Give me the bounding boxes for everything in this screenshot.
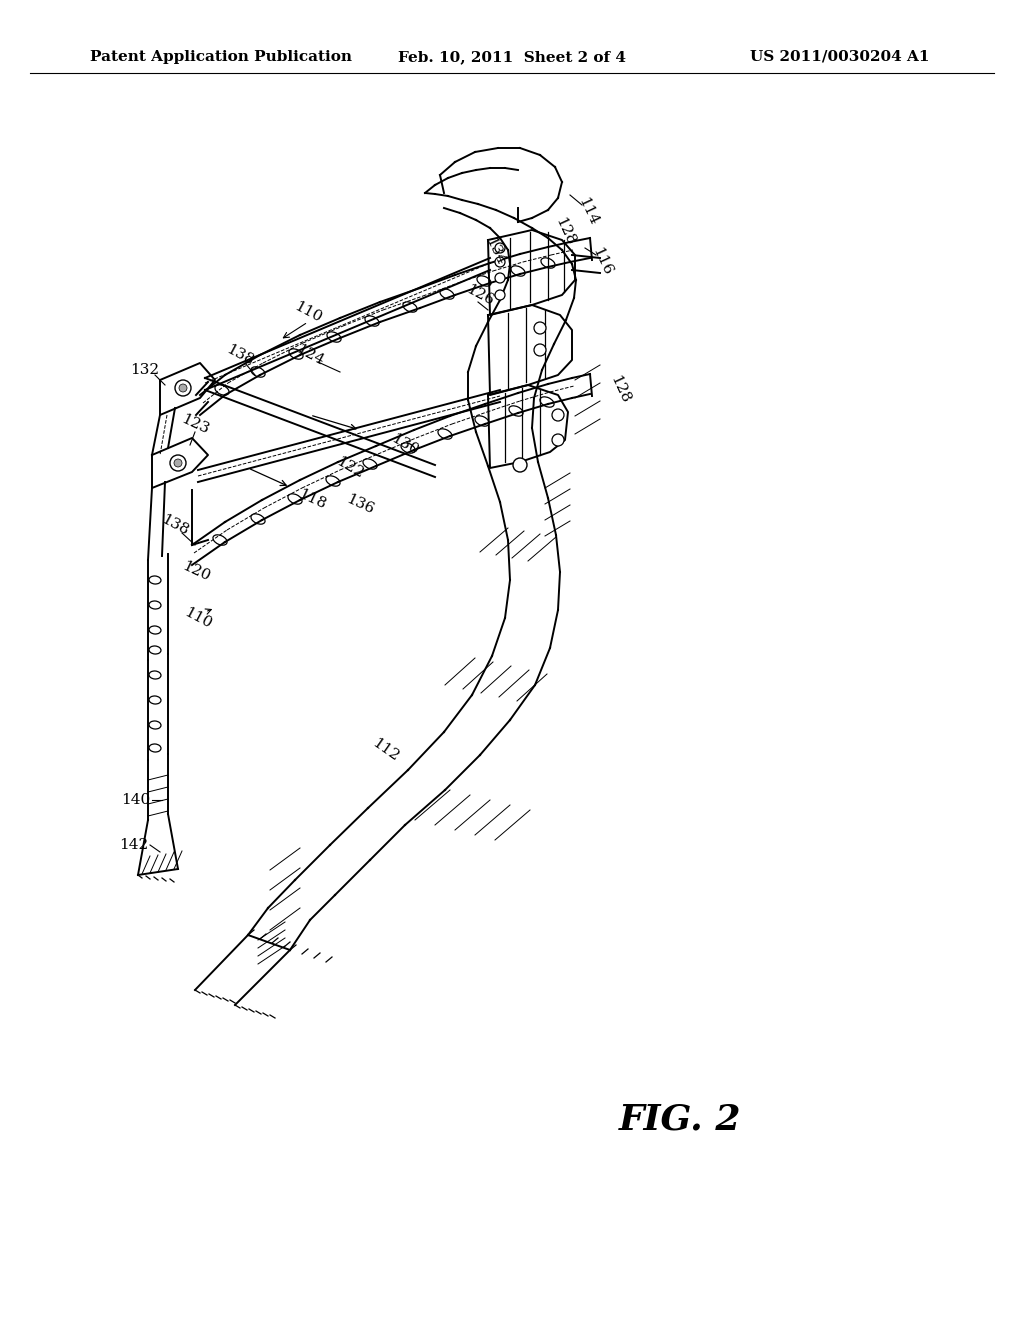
Text: 132: 132 [130, 363, 160, 378]
Text: 110: 110 [292, 298, 325, 325]
Text: 122: 122 [334, 454, 367, 482]
Circle shape [534, 345, 546, 356]
Text: 126: 126 [464, 282, 497, 308]
Circle shape [495, 243, 505, 253]
Circle shape [552, 409, 564, 421]
Text: 112: 112 [369, 735, 401, 764]
Circle shape [179, 384, 187, 392]
Text: 110: 110 [182, 605, 214, 631]
Text: FIG. 2: FIG. 2 [618, 1104, 741, 1137]
Circle shape [174, 459, 182, 467]
Circle shape [170, 455, 186, 471]
Text: 114: 114 [575, 195, 600, 228]
Text: 142: 142 [119, 838, 148, 851]
Text: 124: 124 [294, 342, 327, 368]
Text: 136: 136 [344, 492, 376, 517]
Text: 128: 128 [553, 216, 578, 248]
Circle shape [495, 257, 505, 267]
Text: 130: 130 [389, 432, 421, 458]
Circle shape [175, 380, 191, 396]
Text: 140: 140 [121, 793, 150, 807]
Text: US 2011/0030204 A1: US 2011/0030204 A1 [751, 50, 930, 63]
Circle shape [552, 434, 564, 446]
Text: Feb. 10, 2011  Sheet 2 of 4: Feb. 10, 2011 Sheet 2 of 4 [398, 50, 626, 63]
Text: 138: 138 [159, 512, 191, 539]
Text: Patent Application Publication: Patent Application Publication [90, 50, 352, 63]
Text: 116: 116 [590, 246, 614, 279]
Text: 134: 134 [482, 236, 508, 268]
Circle shape [495, 290, 505, 300]
Text: 118: 118 [296, 487, 328, 512]
Text: 120: 120 [180, 560, 212, 585]
Circle shape [495, 273, 505, 282]
Circle shape [513, 458, 527, 473]
Text: 128: 128 [607, 374, 633, 407]
Text: 123: 123 [179, 413, 211, 437]
Circle shape [534, 322, 546, 334]
Text: 138: 138 [224, 342, 256, 368]
